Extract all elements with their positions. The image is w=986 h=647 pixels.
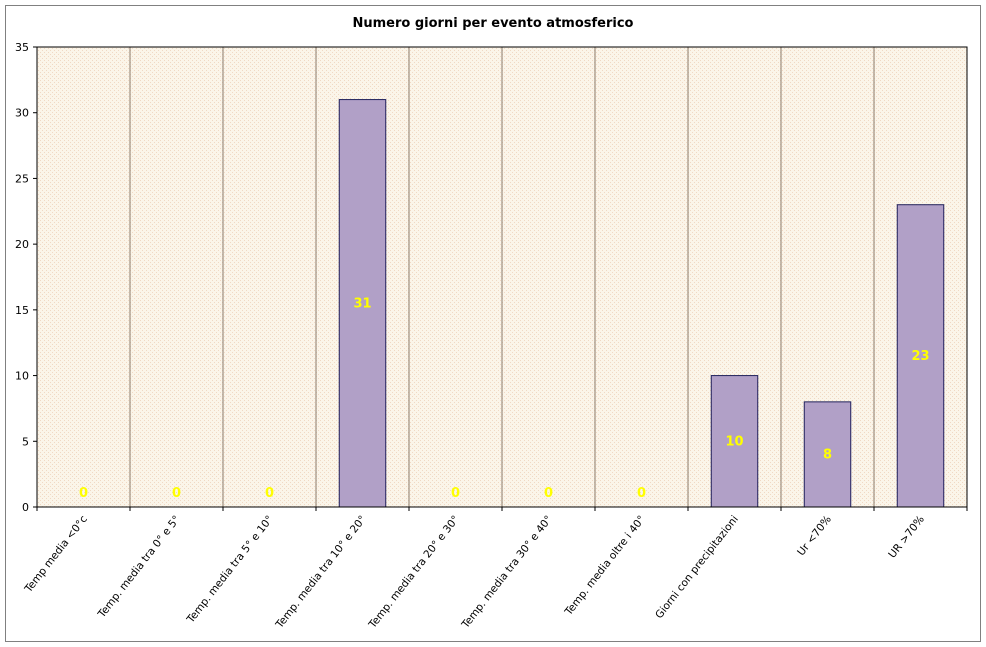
data-label: 0 bbox=[172, 486, 181, 501]
data-label: 0 bbox=[544, 486, 553, 501]
data-label: 23 bbox=[911, 349, 929, 364]
y-tick-label: 25 bbox=[15, 172, 29, 185]
x-tick-label: Giorni con precipitazioni bbox=[653, 513, 741, 621]
bar bbox=[896, 204, 945, 508]
data-label: 0 bbox=[79, 486, 88, 501]
x-tick-label: Temp. media tra 5° e 10° bbox=[184, 513, 276, 626]
x-tick-label: Temp. media oltre i 40° bbox=[562, 513, 648, 618]
y-tick-label: 0 bbox=[22, 501, 29, 514]
chart-title: Numero giorni per evento atmosferico bbox=[352, 16, 634, 31]
x-tick-label: UR >70% bbox=[886, 513, 927, 560]
x-tick-label: Temp media <0°c bbox=[22, 513, 90, 595]
data-label: 0 bbox=[451, 486, 460, 501]
x-tick-label: Temp. media tra 30° e 40° bbox=[459, 513, 555, 631]
y-tick-label: 20 bbox=[15, 238, 29, 251]
bar bbox=[803, 401, 852, 508]
data-label: 31 bbox=[353, 296, 371, 311]
y-tick-label: 35 bbox=[15, 41, 29, 54]
x-tick-label: Temp. media tra 10° e 20° bbox=[273, 513, 369, 631]
data-label: 10 bbox=[725, 434, 743, 449]
y-tick-label: 10 bbox=[15, 370, 29, 383]
y-tick-label: 5 bbox=[22, 435, 29, 448]
data-label: 8 bbox=[823, 447, 832, 462]
bar bbox=[710, 375, 759, 508]
data-label: 0 bbox=[265, 486, 274, 501]
bar bbox=[338, 99, 387, 508]
y-tick-label: 30 bbox=[15, 107, 29, 120]
y-tick-label: 15 bbox=[15, 304, 29, 317]
x-tick-label: Temp. media tra 0° e 5° bbox=[95, 513, 183, 620]
data-label: 0 bbox=[637, 486, 646, 501]
x-tick-label: Ur <70% bbox=[795, 513, 834, 558]
x-tick-label: Temp. media tra 20° e 30° bbox=[366, 513, 462, 631]
